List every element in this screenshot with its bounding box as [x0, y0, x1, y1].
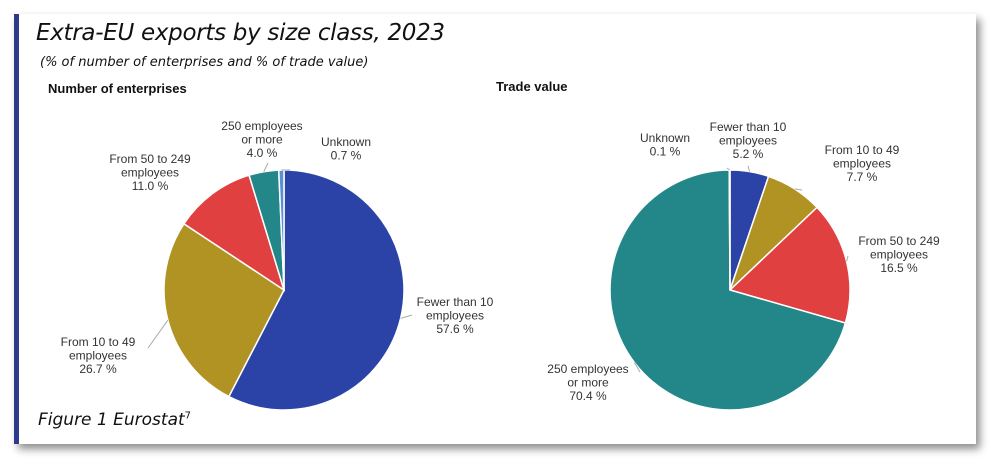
slice-label: Unknown 0.7 % [321, 135, 371, 163]
slice-label: From 50 to 249 employees 16.5 % [858, 234, 940, 275]
leader-line [147, 319, 169, 349]
figure-title: Extra-EU exports by size class, 2023 [36, 20, 445, 46]
pie-chart-1: Number of enterprises Fewer than 10 employ… [48, 81, 494, 411]
caption-footnote: 7 [184, 410, 192, 422]
leader-line [747, 165, 751, 172]
slice-label: From 10 to 49 employees 26.7 % [61, 335, 136, 376]
slice-label: From 50 to 249 employees 11.0 % [109, 152, 191, 193]
leader-line [846, 255, 849, 262]
pie-slice [182, 174, 286, 292]
pie-slice [728, 169, 731, 291]
leader-line [400, 314, 413, 319]
slice-label: Fewer than 10 employees 5.2 % [710, 120, 787, 161]
pie-slice [609, 169, 847, 411]
accent-bar [14, 14, 19, 444]
leader-line [263, 162, 269, 172]
slice-label: From 10 to 49 employees 7.7 % [825, 143, 900, 184]
pie-chart-title: Trade value [496, 79, 568, 94]
slice-label: 250 employees or more 4.0 % [221, 119, 302, 160]
leader-line [633, 362, 641, 373]
figure-caption: Figure 1 Eurostat7 [38, 410, 191, 430]
leader-line [794, 188, 803, 191]
pie-chart-title: Number of enterprises [48, 81, 187, 96]
pie-slice [163, 222, 285, 398]
figure-subtitle: (% of number of enterprises and % of tra… [40, 55, 369, 70]
pie-slice [227, 169, 405, 411]
pie-slice [728, 206, 851, 324]
slice-label: Unknown 0.1 % [640, 131, 690, 159]
leader-line [726, 167, 730, 171]
caption-text: Figure 1 Eurostat [38, 410, 185, 430]
slice-label: 250 employees or more 70.4 % [547, 362, 628, 403]
pie-chart-2: Trade value Fewer than 10 employees 5.2 % Fr… [496, 79, 940, 411]
slice-label: Fewer than 10 employees 57.6 % [417, 295, 494, 336]
